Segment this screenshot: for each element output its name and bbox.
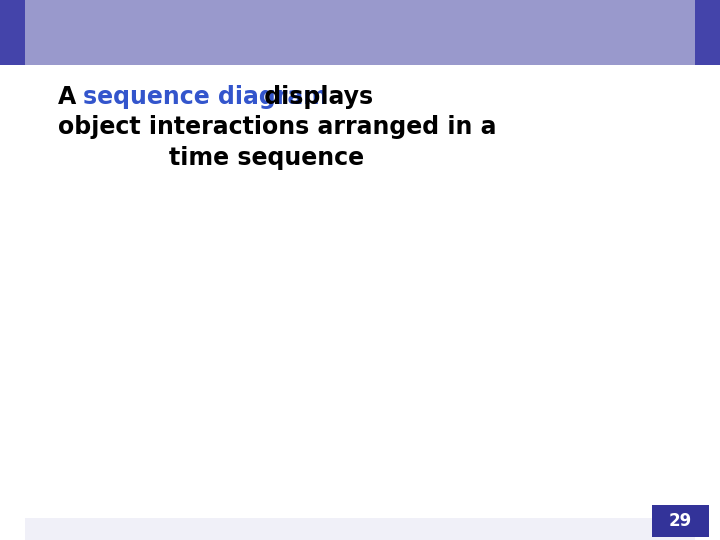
- Text: object interactions arranged in a: object interactions arranged in a: [58, 115, 496, 139]
- Text: 29: 29: [669, 512, 692, 530]
- Text: : fill in info 1: : fill in info 1: [83, 232, 169, 241]
- Text: math 101: math 101: [418, 209, 461, 218]
- Text: : are you open? 5: : are you open? 5: [455, 162, 546, 171]
- Text: Sequence Diagram: Sequence Diagram: [29, 21, 351, 50]
- Text: registration
form: registration form: [168, 204, 220, 223]
- FancyBboxPatch shape: [400, 198, 479, 228]
- Text: : add (joe)7: : add (joe)7: [468, 127, 533, 136]
- Text: A: A: [58, 85, 84, 109]
- Text: : add course(joe, math 01)3: : add course(joe, math 01)3: [186, 197, 332, 206]
- Text: time sequence: time sequence: [169, 146, 364, 170]
- Text: : are you open? 4: : are you open? 4: [336, 178, 427, 187]
- Text: A: A: [346, 85, 374, 109]
- Text: math 101
section 1: math 101 section 1: [540, 204, 583, 223]
- Text: sequence diagram: sequence diagram: [83, 85, 328, 109]
- Text: displays: displays: [256, 85, 373, 109]
- Text: registration
manager: registration manager: [298, 204, 350, 223]
- FancyBboxPatch shape: [522, 198, 601, 228]
- FancyBboxPatch shape: [155, 198, 234, 228]
- Text: : add (joe)6: : add (joe)6: [349, 143, 414, 152]
- Text: : submit2: : submit2: [102, 216, 150, 225]
- FancyBboxPatch shape: [284, 198, 364, 228]
- Text: : Student: : Student: [35, 207, 80, 217]
